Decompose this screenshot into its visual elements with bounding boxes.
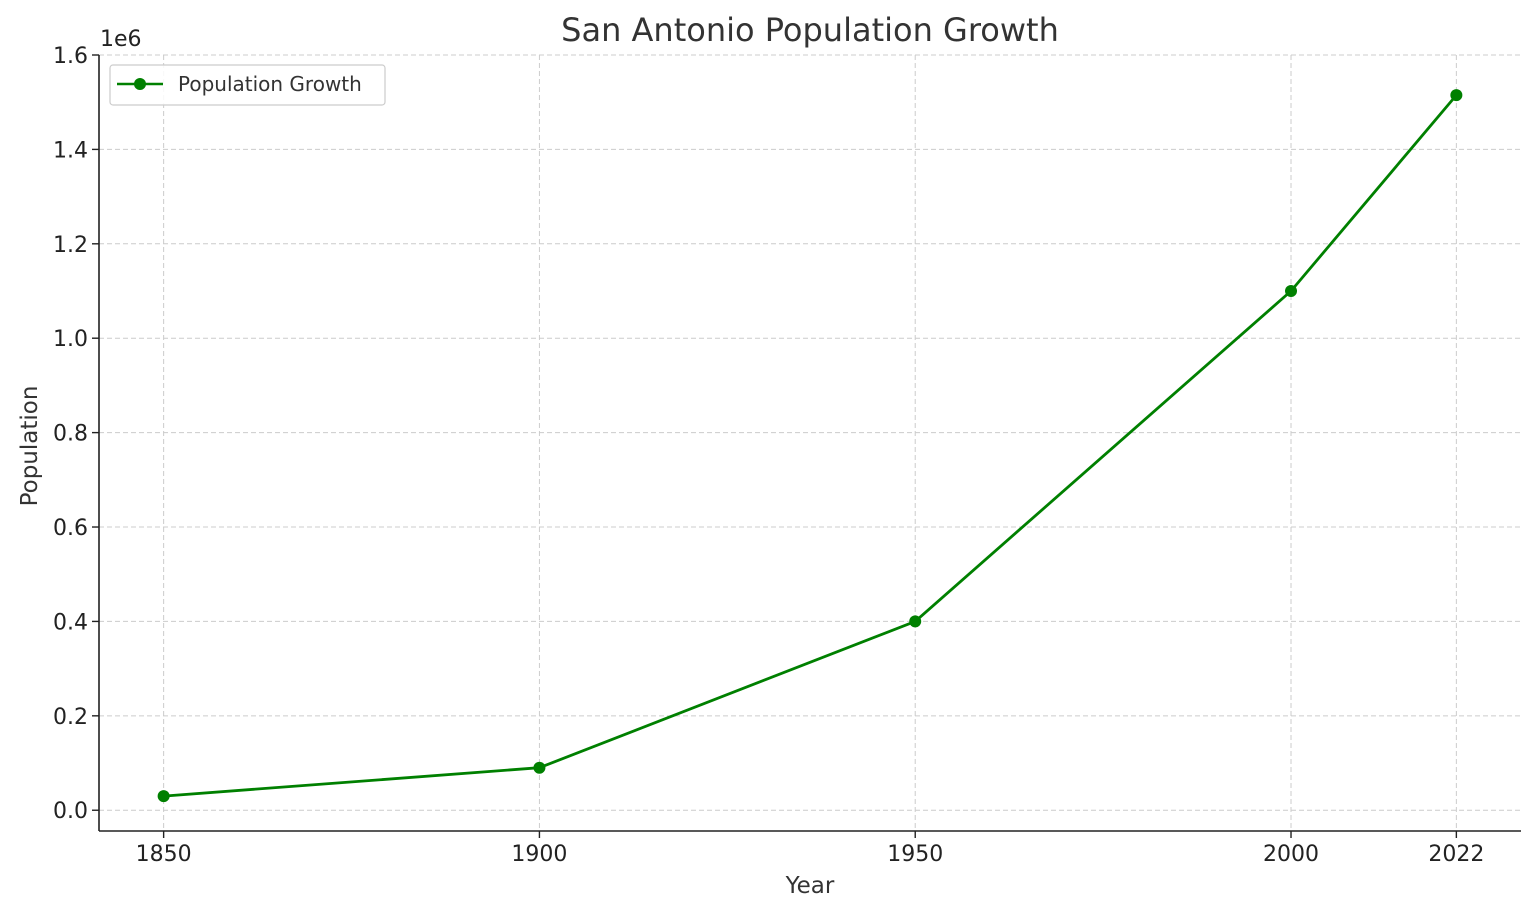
series-line <box>162 93 1458 798</box>
y-tick-label: 0.2 <box>53 705 88 730</box>
data-series <box>157 89 1463 803</box>
chart-title: San Antonio Population Growth <box>561 11 1059 49</box>
y-tick-label: 1.0 <box>53 327 88 352</box>
grid <box>99 54 1521 831</box>
y-tick-label: 0.6 <box>53 516 88 541</box>
y-tick-label: 1.2 <box>53 233 88 258</box>
data-point <box>1285 285 1298 298</box>
x-axis-label: Year <box>785 873 835 899</box>
y-tick-label: 0.4 <box>53 610 88 635</box>
x-tick-label: 2022 <box>1428 842 1484 867</box>
x-tick-label: 1950 <box>887 842 943 867</box>
x-tick-label: 1900 <box>511 842 567 867</box>
legend-marker-swatch <box>134 78 146 90</box>
y-tick-label: 1.6 <box>53 44 88 69</box>
y-tick-label: 0.8 <box>53 422 88 447</box>
y-axis-offset-label: 1e6 <box>100 27 142 52</box>
y-tick-label: 0.0 <box>53 799 88 824</box>
data-point <box>1450 89 1463 102</box>
axes: 1850 1900 1950 2000 2022 0.0 0.2 0.4 0.6 0.8 1.0 1.… <box>53 44 1521 867</box>
x-tick-label: 1850 <box>136 842 192 867</box>
y-axis-label: Population <box>17 386 43 507</box>
legend-label: Population Growth <box>178 72 362 96</box>
data-point <box>157 790 170 803</box>
y-tick-label: 1.4 <box>53 138 88 163</box>
x-tick-label: 2000 <box>1263 842 1319 867</box>
data-point <box>909 615 922 628</box>
legend: Population Growth <box>109 64 386 106</box>
data-point <box>533 761 546 774</box>
legend-box <box>109 64 386 106</box>
